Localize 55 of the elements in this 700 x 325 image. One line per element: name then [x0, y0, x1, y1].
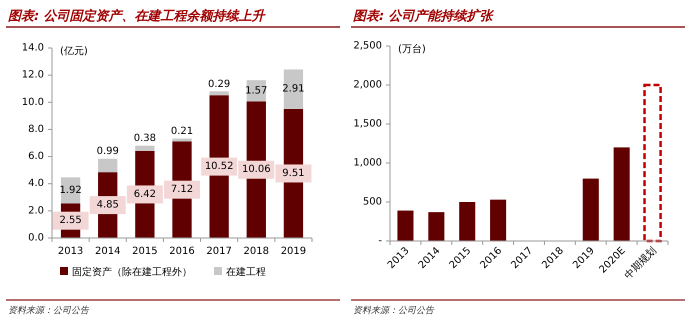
y-tick-label: 14.0 [22, 42, 44, 54]
bar [643, 84, 662, 242]
y-tick-label: 1,500 [353, 118, 382, 130]
text: 资料来源：公司公告 [8, 305, 90, 316]
x-tick-label: 2013 [58, 246, 84, 257]
bar [397, 210, 414, 241]
data-label: 0.99 [96, 146, 119, 158]
x-tick-label: 2017 [206, 246, 232, 257]
data-label: 7.12 [170, 184, 194, 196]
x-tick-label: 2019 [280, 246, 306, 257]
data-label: 6.42 [134, 188, 156, 200]
text: 资料来源：公司公告 [353, 305, 435, 316]
legend-label: 在建工程 [226, 266, 266, 278]
y-tick-label: - [378, 236, 382, 246]
bar [614, 147, 630, 241]
y-axis-title: (万台) [398, 43, 426, 55]
data-label: 0.21 [170, 126, 194, 138]
y-tick-label: 2,000 [353, 80, 382, 90]
bar [209, 91, 229, 96]
y-tick-label: 2.0 [28, 205, 44, 216]
y-tick-label: 2,500 [353, 40, 382, 52]
bar [582, 178, 599, 241]
data-label: 1.92 [59, 184, 82, 196]
y-axis-title: (亿元) [60, 46, 88, 57]
chart-title: 图表: 公司产能持续扩张 [353, 8, 495, 24]
x-tick-label: 2014 [94, 246, 120, 257]
legend-label: 固定资产（除在建工程外） [72, 266, 192, 278]
bar [459, 202, 476, 241]
data-label: 1.57 [245, 85, 268, 96]
y-tick-label: 12.0 [22, 70, 44, 81]
bar [172, 138, 192, 142]
x-tick-label: 2015 [132, 246, 158, 257]
y-tick-label: 1,000 [353, 158, 382, 168]
data-label: 2.55 [59, 215, 82, 226]
y-tick-label: 500 [362, 196, 382, 208]
bar [98, 158, 118, 172]
y-tick-label: 10.0 [22, 96, 44, 108]
data-label: 2.91 [282, 84, 305, 95]
y-tick-label: 8.0 [28, 124, 44, 135]
y-tick-label: 4.0 [28, 178, 44, 190]
data-label: 0.38 [134, 133, 156, 144]
x-tick-label: 2018 [244, 246, 270, 257]
bar [135, 146, 155, 151]
data-label: 10.52 [204, 161, 234, 172]
bar [284, 69, 304, 109]
x-tick-label: 2016 [169, 246, 195, 257]
y-tick-label: 6.0 [28, 151, 44, 162]
bar [428, 212, 444, 241]
data-label: 0.29 [208, 78, 230, 90]
bar [490, 200, 506, 241]
y-tick-label: 0.0 [28, 232, 44, 244]
data-label: 10.06 [242, 164, 271, 176]
data-label: 9.51 [282, 168, 305, 179]
data-label: 4.85 [96, 200, 119, 211]
chart-title: 图表: 公司固定资产、在建工程余额持续上升 [8, 8, 267, 24]
